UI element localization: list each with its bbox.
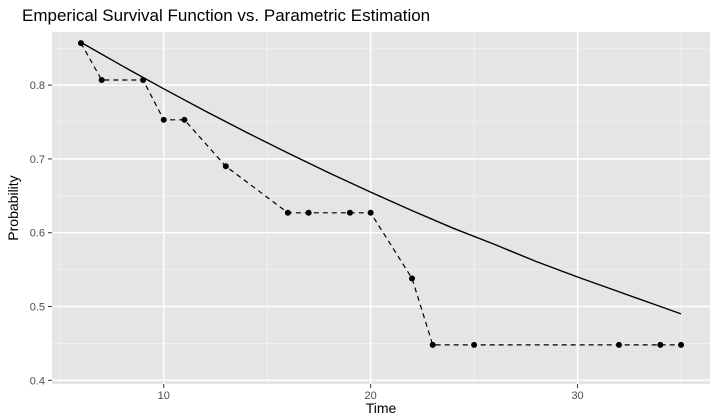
- y-tick-label: 0.5: [30, 302, 45, 314]
- empirical-point: [678, 341, 685, 348]
- empirical-point: [471, 341, 478, 348]
- empirical-point: [615, 341, 622, 348]
- empirical-point: [367, 209, 374, 216]
- y-axis-ticks: 0.4 0.5 0.6 0.7 0.8: [30, 80, 52, 387]
- empirical-point: [284, 209, 291, 216]
- empirical-point: [305, 209, 312, 216]
- empirical-point: [346, 209, 353, 216]
- y-tick-label: 0.7: [30, 154, 45, 166]
- x-axis-title: Time: [366, 400, 397, 416]
- x-tick-label: 20: [365, 390, 377, 402]
- empirical-point: [429, 341, 436, 348]
- empirical-step-line: [80, 42, 682, 346]
- empirical-point: [409, 275, 416, 282]
- plot-panel: [52, 32, 710, 384]
- chart-title: Emperical Survival Function vs. Parametr…: [22, 6, 430, 25]
- empirical-point: [657, 341, 664, 348]
- parametric-curve: [80, 41, 682, 315]
- empirical-point: [98, 76, 105, 83]
- grid-lines: [52, 32, 710, 384]
- empirical-point: [222, 163, 229, 170]
- y-tick-label: 0.6: [30, 228, 45, 240]
- x-axis-ticks: 10 20 30: [158, 384, 584, 402]
- y-axis-title: Probability: [5, 175, 21, 240]
- x-tick-label: 10: [158, 390, 170, 402]
- data-series: [77, 40, 685, 348]
- x-tick-label: 30: [571, 390, 583, 402]
- y-tick-label: 0.4: [30, 375, 45, 387]
- empirical-point: [181, 116, 188, 123]
- y-tick-label: 0.8: [30, 80, 45, 92]
- empirical-point: [160, 116, 167, 123]
